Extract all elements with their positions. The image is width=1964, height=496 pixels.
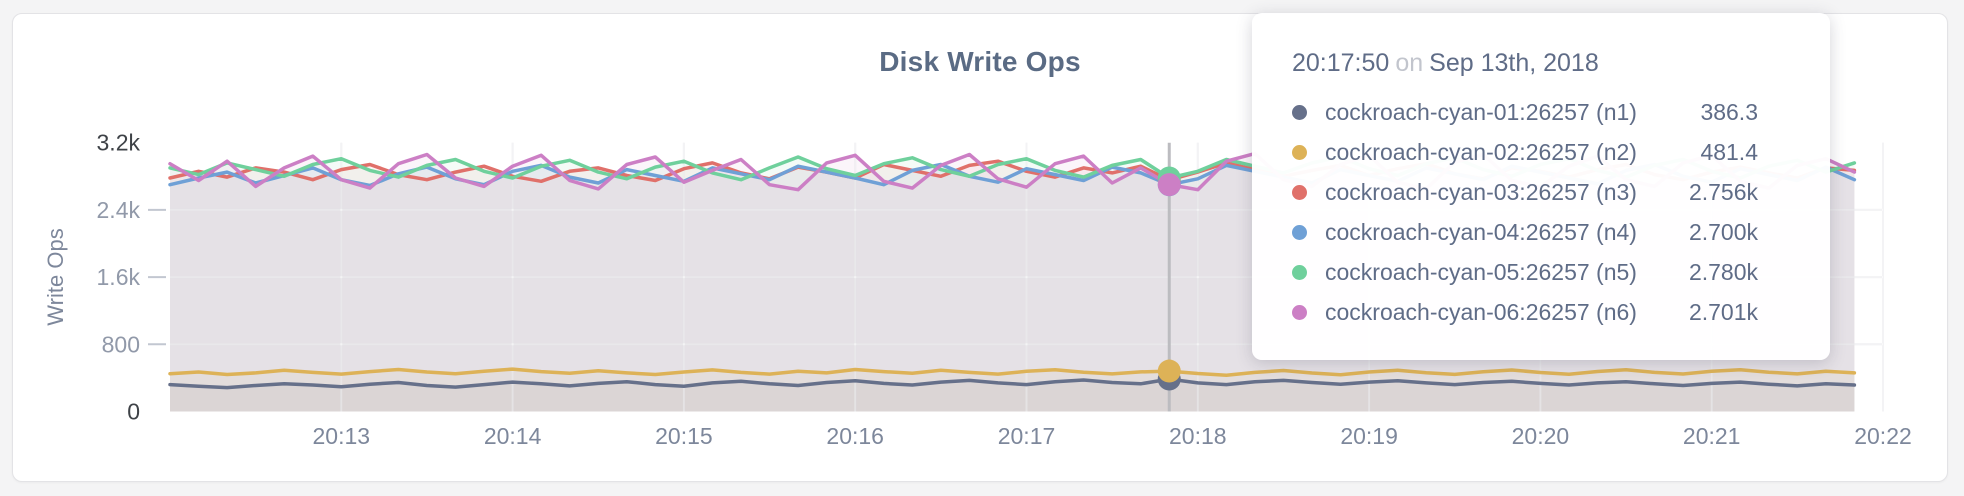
tooltip-series-row: cockroach-cyan-06:26257 (n6) 2.701k <box>1292 292 1758 332</box>
series-label: cockroach-cyan-02:26257 (n2) <box>1325 138 1637 165</box>
x-tick-label: 20:20 <box>1512 423 1570 449</box>
tooltip-series-row: cockroach-cyan-02:26257 (n2) 481.4 <box>1292 132 1758 172</box>
series-color-dot-icon <box>1292 104 1307 120</box>
series-color-dot-icon <box>1292 264 1307 280</box>
series-value: 2.756k <box>1688 178 1758 205</box>
series-label: cockroach-cyan-01:26257 (n1) <box>1325 98 1637 125</box>
series-value: 386.3 <box>1700 98 1758 125</box>
tooltip-series-row: cockroach-cyan-05:26257 (n5) 2.780k <box>1292 252 1758 292</box>
series-label: cockroach-cyan-04:26257 (n4) <box>1325 218 1637 245</box>
x-tick-label: 20:18 <box>1169 423 1227 449</box>
series-label: cockroach-cyan-06:26257 (n6) <box>1325 298 1637 325</box>
x-tick-label: 20:15 <box>655 423 713 449</box>
y-tick-label: 1.6k <box>97 264 141 290</box>
chart-title: Disk Write Ops <box>879 46 1081 77</box>
y-tick-label: 0 <box>127 399 140 425</box>
tooltip-series-row: cockroach-cyan-04:26257 (n4) 2.700k <box>1292 212 1758 252</box>
series-value: 2.701k <box>1688 298 1758 325</box>
series-value: 481.4 <box>1700 138 1758 165</box>
series-line <box>168 367 1857 377</box>
y-tick-label: 2.4k <box>97 197 141 223</box>
tooltip-conjunction: on <box>1395 49 1424 77</box>
tooltip-time: 20:17:50 <box>1292 49 1390 77</box>
x-tick-label: 20:21 <box>1683 423 1741 449</box>
tooltip-header: 20:17:50 on Sep 13th, 2018 <box>1292 47 1758 79</box>
series-value: 2.700k <box>1688 218 1758 245</box>
x-tick-label: 20:16 <box>826 423 884 449</box>
tooltip-date: Sep 13th, 2018 <box>1429 49 1599 77</box>
y-tick-label: 800 <box>102 331 140 357</box>
series-color-dot-icon <box>1292 184 1307 200</box>
series-color-dot-icon <box>1292 304 1307 320</box>
tooltip-rows: cockroach-cyan-01:26257 (n1) 386.3 cockr… <box>1292 92 1758 332</box>
hover-point <box>1157 359 1181 383</box>
x-tick-label: 20:19 <box>1340 423 1398 449</box>
series-color-dot-icon <box>1292 144 1307 160</box>
series-label: cockroach-cyan-05:26257 (n5) <box>1325 258 1637 285</box>
x-tick-label: 20:14 <box>484 423 542 449</box>
x-tick-label: 20:13 <box>313 423 371 449</box>
series-area <box>170 379 1855 412</box>
series-color-dot-icon <box>1292 224 1307 240</box>
tooltip-series-row: cockroach-cyan-01:26257 (n1) 386.3 <box>1292 92 1758 132</box>
hover-tooltip: 20:17:50 on Sep 13th, 2018 cockroach-cyan-… <box>1252 13 1830 360</box>
hover-point <box>1157 173 1181 197</box>
series-label: cockroach-cyan-03:26257 (n3) <box>1325 178 1637 205</box>
y-tick-label: 3.2k <box>97 130 141 156</box>
series-value: 2.780k <box>1688 258 1758 285</box>
series-line <box>168 377 1857 390</box>
x-tick-label: 20:22 <box>1854 423 1912 449</box>
series-area <box>170 369 1855 412</box>
x-tick-label: 20:17 <box>998 423 1056 449</box>
tooltip-series-row: cockroach-cyan-03:26257 (n3) 2.756k <box>1292 172 1758 212</box>
